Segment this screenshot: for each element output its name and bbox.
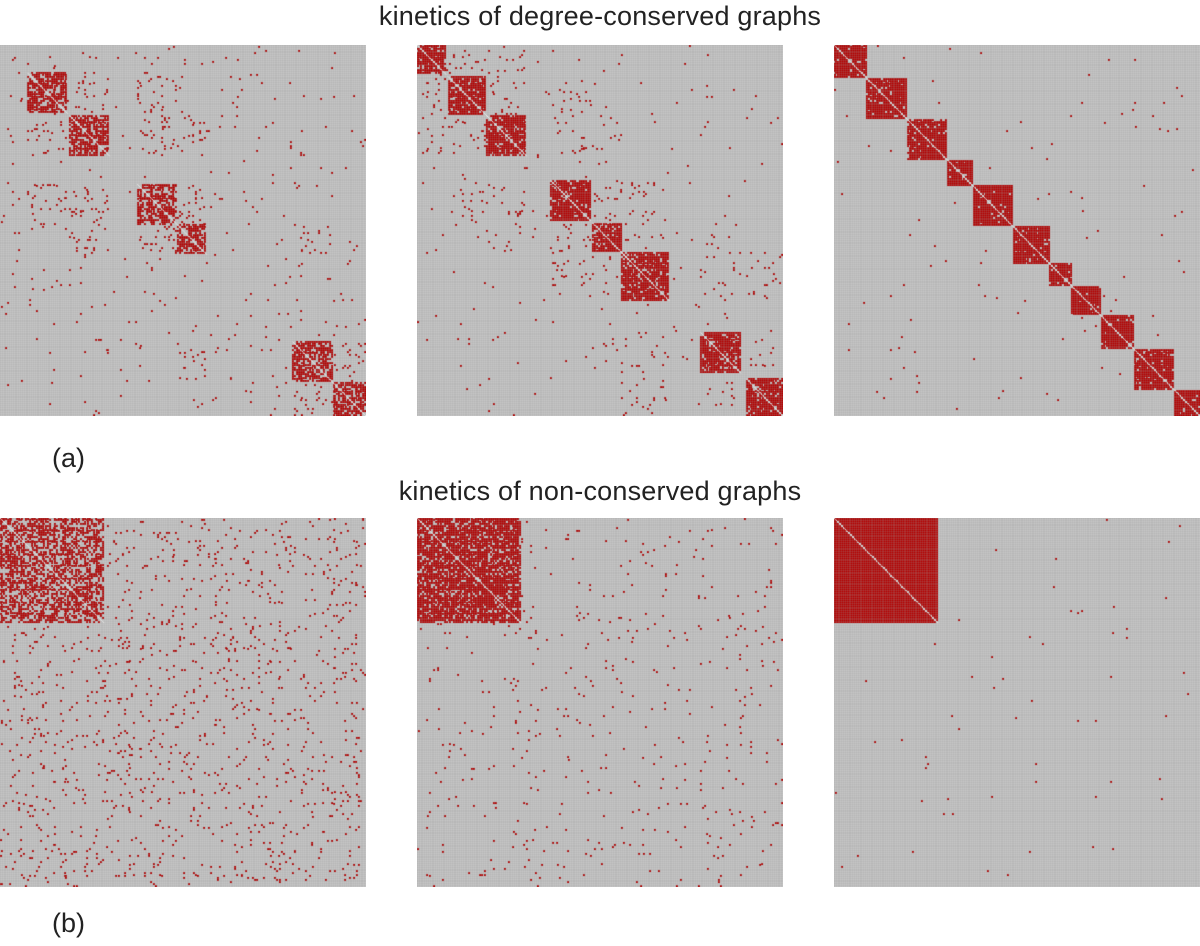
matrix-b3 (834, 518, 1200, 887)
matrix-a2 (417, 45, 783, 416)
row-a-title: kinetics of degree-conserved graphs (378, 1, 822, 31)
matrix-a3 (834, 45, 1200, 416)
panel-label-a: (a) (52, 443, 85, 473)
matrix-a1 (0, 45, 366, 416)
matrix-b1 (0, 518, 366, 887)
row-b-title: kinetics of non-conserved graphs (398, 476, 802, 506)
matrix-b2 (417, 518, 783, 887)
panel-label-b: (b) (52, 908, 85, 938)
